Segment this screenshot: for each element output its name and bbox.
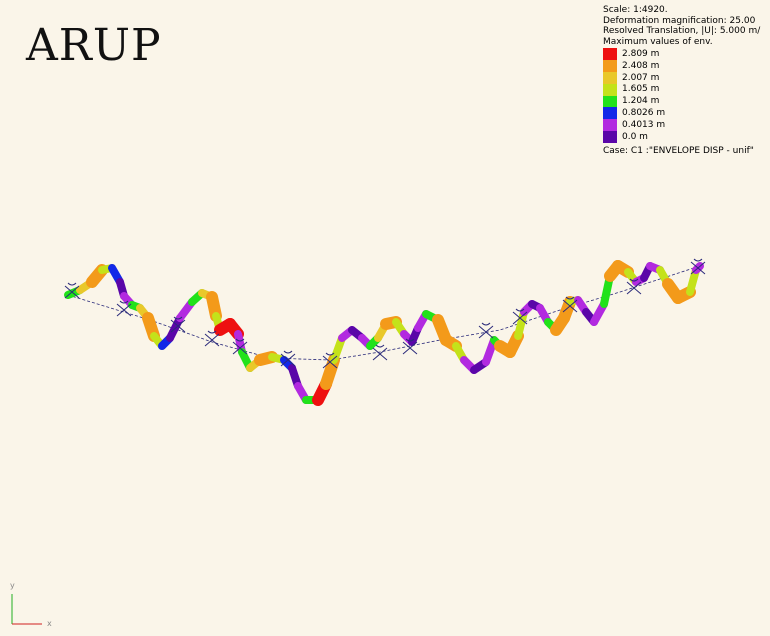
legend-label: 0.4013 m: [622, 119, 666, 130]
support-symbol: [280, 350, 296, 367]
legend-row: 2.408 m: [603, 60, 760, 72]
legend-row: 0.0 m: [603, 130, 760, 143]
support-symbol: [64, 282, 80, 299]
scale-text: Scale: 1:4920.: [603, 5, 668, 15]
legend-swatch: [603, 130, 617, 143]
legend-label: 2.408 m: [622, 60, 660, 71]
legend-swatch: [603, 71, 617, 84]
color-legend: 2.809 m 2.408 m 2.007 m 1.605 m 1.204 m …: [603, 48, 760, 143]
legend-swatch: [603, 95, 617, 108]
legend-label: 1.204 m: [622, 96, 660, 107]
arup-logo: ARUP: [26, 20, 162, 71]
support-symbol: [690, 258, 706, 275]
x-axis-label: x: [47, 619, 52, 628]
undeformed-alignment: [67, 265, 701, 361]
support-symbol: [478, 322, 494, 339]
legend-swatch: [603, 119, 617, 131]
support-symbol: [562, 296, 578, 313]
support-symbol: [204, 330, 220, 347]
legend-swatch: [603, 48, 617, 61]
max-values-text: Maximum values of env.: [603, 36, 713, 47]
case-text: Case: C1 :"ENVELOPE DISP - unif": [603, 145, 754, 156]
legend-row: 0.8026 m: [603, 107, 760, 120]
deformation-text: Deformation magnification: 25.00: [603, 15, 756, 26]
support-symbol: [116, 300, 132, 317]
legend-label: 0.8026 m: [622, 107, 666, 118]
legend-panel: Scale: 1:4920. Deformation magnification…: [603, 5, 760, 156]
y-axis-label: y: [10, 581, 15, 590]
legend-swatch: [603, 83, 617, 96]
resolved-translation-text: Resolved Translation, |U|: 5.000 m/: [603, 26, 761, 37]
legend-swatch: [603, 60, 617, 72]
legend-label: 2.809 m: [622, 48, 660, 59]
legend-label: 0.0 m: [622, 131, 648, 142]
legend-row: 0.4013 m: [603, 119, 760, 131]
support-symbol: [170, 316, 186, 333]
legend-label: 2.007 m: [622, 72, 660, 83]
legend-label: 1.605 m: [622, 84, 660, 95]
support-symbol: [626, 278, 642, 295]
support-symbol: [232, 338, 248, 355]
support-symbol: [512, 308, 528, 325]
legend-row: 1.605 m: [603, 83, 760, 96]
legend-row: 2.809 m: [603, 48, 760, 61]
support-symbol: [402, 338, 418, 355]
legend-swatch: [603, 107, 617, 120]
support-symbols: [64, 258, 706, 369]
support-symbol: [372, 344, 388, 361]
support-symbol: [322, 352, 338, 369]
legend-row: 1.204 m: [603, 95, 760, 108]
legend-row: 2.007 m: [603, 71, 760, 84]
